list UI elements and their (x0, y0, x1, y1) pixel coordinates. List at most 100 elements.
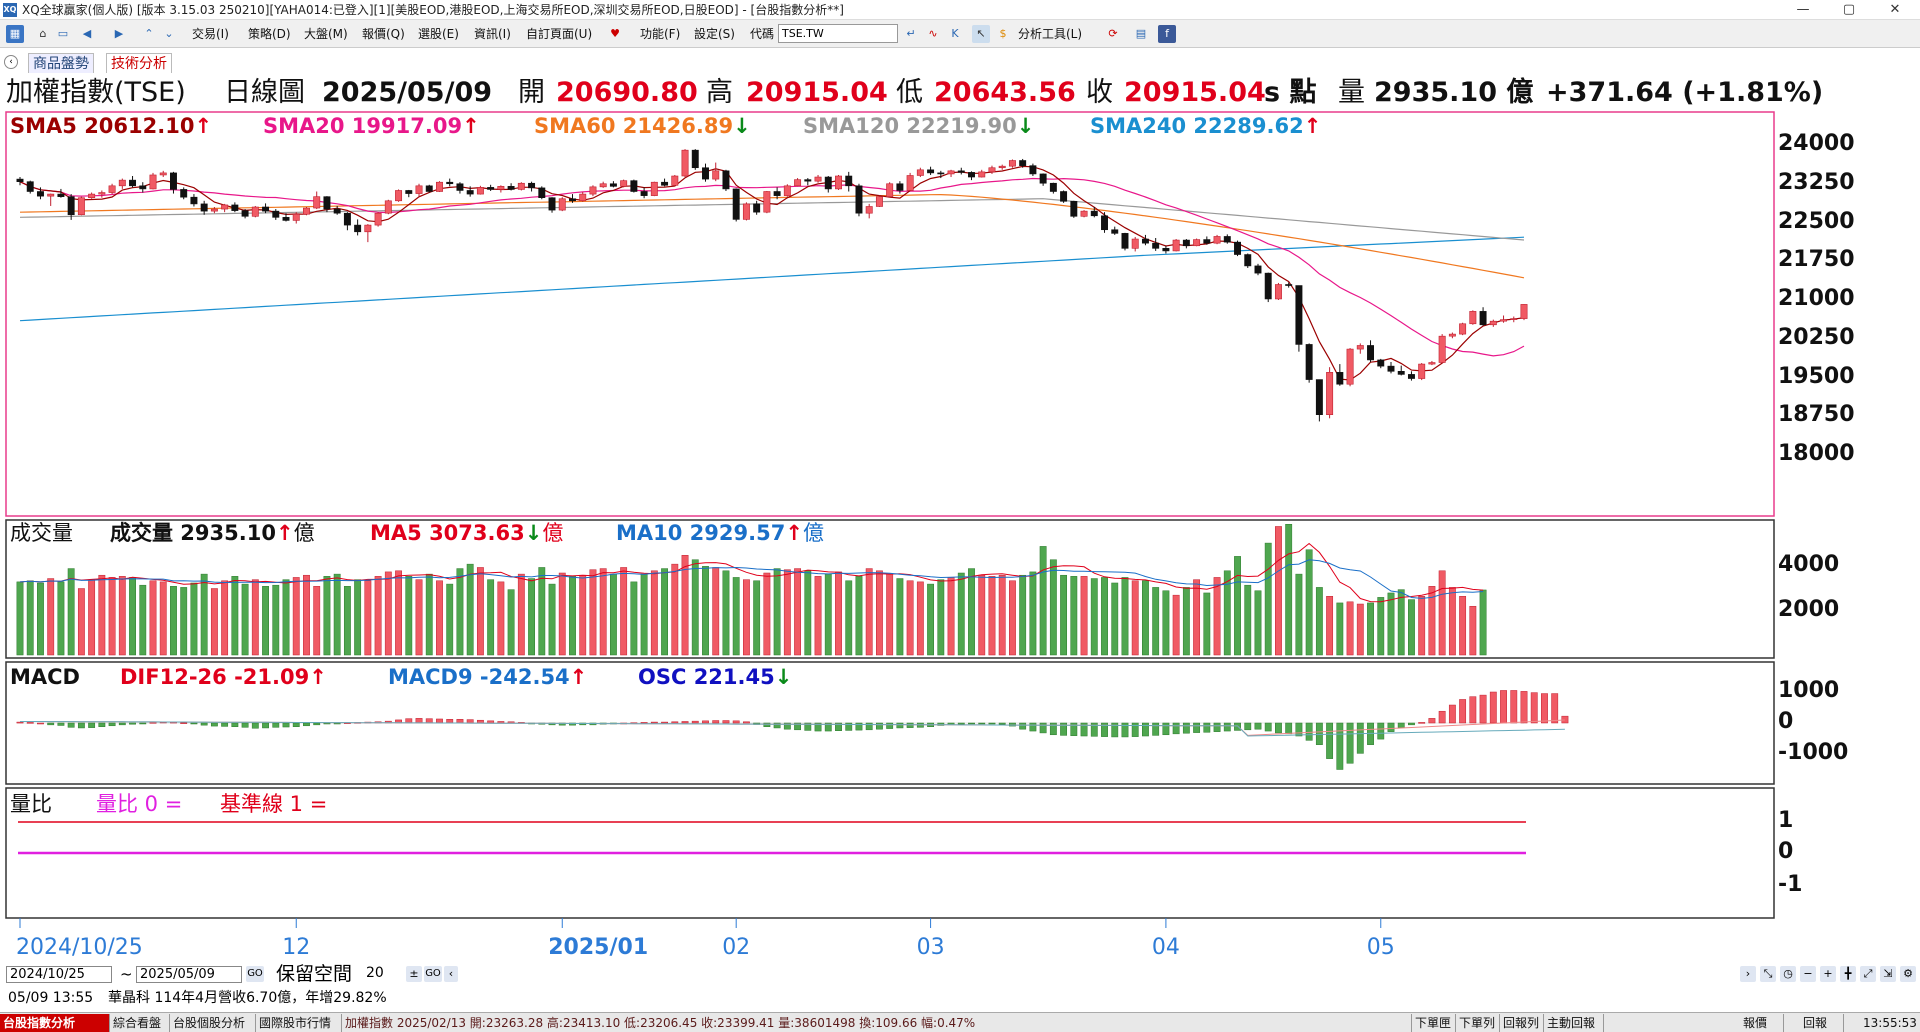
macd-osc-bar (1142, 722, 1149, 737)
volume-bar (1182, 587, 1190, 656)
code-input[interactable]: TSE.TW (778, 24, 898, 43)
zoom-out-icon[interactable]: − (1800, 966, 1816, 982)
menu-trade[interactable]: 交易(I) (192, 27, 229, 41)
status-order-box[interactable]: 下單匣 (1412, 1014, 1456, 1032)
tab-technical[interactable]: 技術分析 (106, 53, 172, 73)
scroll-right-icon[interactable]: › (1740, 966, 1756, 982)
maximize-button[interactable]: ▢ (1842, 2, 1856, 17)
volume-bar (896, 578, 904, 656)
status-tab-global[interactable]: 國際股市行情 (256, 1014, 342, 1032)
up-double-icon[interactable]: ⌃ (144, 27, 154, 40)
macd-osc-bar (1019, 722, 1027, 730)
high-label: 高 (706, 77, 733, 108)
macd-osc-bar (1039, 722, 1047, 734)
candle-body (88, 193, 96, 198)
zoom-in-icon[interactable]: + (1820, 966, 1836, 982)
keep-space-value[interactable]: 20 (366, 965, 384, 981)
heart-icon[interactable]: ♥ (610, 27, 620, 40)
date-from-input[interactable]: 2024/10/25 (6, 966, 112, 983)
sma240-legend: SMA240 22289.62↑ (1090, 114, 1321, 138)
volume-bar (1408, 599, 1415, 656)
refresh-icon[interactable]: ⟳ (1108, 27, 1118, 40)
macd-osc-bar (1223, 722, 1231, 732)
volume-bar (1377, 597, 1385, 656)
expand-icon[interactable]: ⤢ (1860, 966, 1876, 982)
grid-icon[interactable]: ▦ (6, 25, 24, 43)
go-icon[interactable]: GO (246, 966, 264, 982)
volume-bar (1336, 602, 1344, 656)
scroll-left-icon[interactable]: ‹ (444, 966, 458, 982)
settings-icon[interactable]: ⚙ (1900, 966, 1916, 982)
menu-custom-page[interactable]: 自訂頁面(U) (526, 27, 593, 41)
macd-osc-bar (1234, 722, 1241, 731)
k-icon[interactable]: K (951, 27, 959, 40)
candle-body (1029, 165, 1037, 175)
status-quote[interactable]: 報價 (1740, 1014, 1784, 1032)
facebook-icon[interactable]: f (1158, 25, 1176, 43)
enter-icon[interactable]: ↵ (906, 27, 916, 40)
macd-osc-bar (1356, 722, 1364, 754)
menu-settings[interactable]: 設定(S) (694, 27, 735, 41)
candle-body (1407, 374, 1415, 379)
clock-icon[interactable]: ◷ (1780, 966, 1796, 982)
candle-body (1418, 363, 1426, 379)
status-active-report[interactable]: 主動回報 (1544, 1014, 1604, 1032)
status-tab-overview[interactable]: 綜合看盤 (110, 1014, 170, 1032)
macd-osc-bar (865, 722, 873, 731)
crosshair-icon[interactable]: ╋ (1840, 966, 1856, 982)
cursor-icon[interactable]: ↖ (972, 25, 990, 43)
macd-osc-bar (968, 722, 975, 725)
candle-body (1008, 160, 1016, 167)
menu-stock-pick[interactable]: 選股(E) (418, 27, 459, 41)
candle-body (36, 191, 44, 197)
menu-analysis-tools[interactable]: 分析工具(L) (1018, 27, 1083, 41)
collapse-icon[interactable]: ‹ (4, 55, 18, 69)
volume-bar (845, 580, 853, 656)
home-icon[interactable]: ⌂ (39, 27, 47, 40)
status-tab-stock-analysis[interactable]: 台股個股分析 (170, 1014, 256, 1032)
print-icon[interactable]: ▤ (1135, 27, 1147, 40)
menu-quote[interactable]: 報價(Q) (362, 27, 405, 41)
minimize-button[interactable]: — (1796, 2, 1810, 17)
status-report-bar[interactable]: 回報列 (1500, 1014, 1544, 1032)
candle-body (517, 182, 525, 190)
volume-legend: 成交量 成交量 2935.10↑億 MA5 3073.63↓億 MA10 292… (10, 521, 910, 545)
menu-function[interactable]: 功能(F) (640, 27, 681, 41)
macd-osc-bar (262, 722, 269, 729)
export-icon[interactable]: ⇲ (1880, 966, 1896, 982)
status-ticker: 加權指數 2025/02/13 開:23263.28 高:23413.10 低:… (342, 1014, 1412, 1032)
menu-strategy[interactable]: 策略(D) (248, 27, 291, 41)
forward-arrow-icon[interactable]: ▶ (114, 27, 124, 40)
volume-bar (743, 579, 750, 656)
macd-osc-bar (282, 722, 290, 728)
page-icon[interactable]: ▭ (57, 27, 69, 40)
candle-body (742, 203, 750, 220)
candle-body (190, 196, 198, 205)
zoom-fit-icon[interactable]: ⤡ (1760, 966, 1776, 982)
volume-bar (1264, 542, 1272, 656)
menu-info[interactable]: 資訊(I) (474, 27, 511, 41)
back-arrow-icon[interactable]: ◀ (82, 27, 92, 40)
news-headline[interactable]: 華晶科 114年4月營收6.70億，年增29.82% (108, 990, 387, 1006)
tab-commodity[interactable]: 商品盤勢 (28, 53, 94, 73)
volume-bar (906, 580, 914, 656)
dollar-icon[interactable]: $ (999, 27, 1007, 40)
stepper-icon[interactable]: ± (406, 966, 422, 982)
volume-bar (773, 568, 781, 656)
menu-market[interactable]: 大盤(M) (304, 27, 348, 41)
candle-body (1469, 311, 1477, 325)
date-to-input[interactable]: 2025/05/09 (136, 966, 242, 983)
status-tab-index-analysis[interactable]: 台股指數分析 (0, 1014, 110, 1032)
down-double-icon[interactable]: ⌄ (164, 27, 174, 40)
status-report[interactable]: 回報 (1800, 1014, 1844, 1032)
close-button[interactable]: ✕ (1889, 2, 1901, 17)
status-order-bar[interactable]: 下單列 (1456, 1014, 1500, 1032)
macd-osc-bar (333, 722, 341, 725)
chart-icon[interactable]: ∿ (928, 27, 938, 40)
go2-icon[interactable]: GO (424, 966, 442, 982)
macd-signal-line (20, 721, 1565, 737)
macd-osc-bar (446, 719, 454, 724)
volume-bar (221, 580, 229, 656)
volume-bar (57, 581, 65, 656)
